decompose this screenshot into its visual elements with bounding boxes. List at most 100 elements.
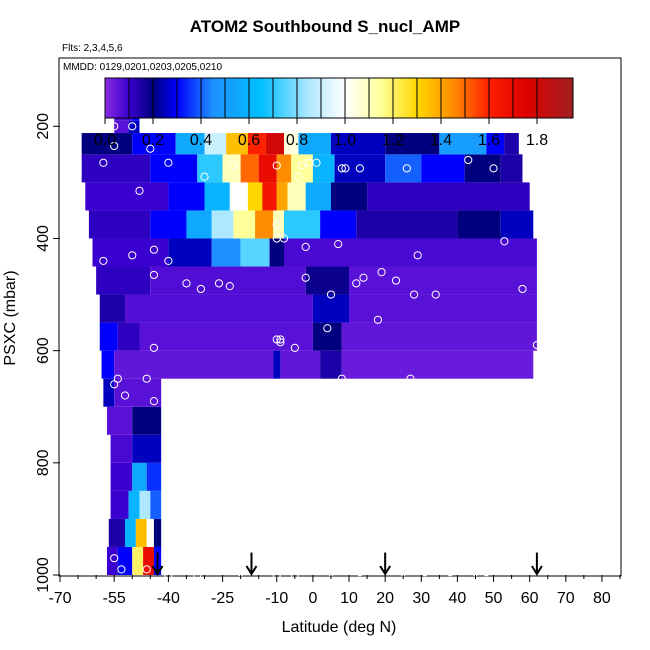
sample-point	[402, 164, 411, 173]
heatmap-cell	[287, 182, 306, 211]
sample-point	[337, 164, 346, 173]
sample-point	[211, 391, 220, 400]
flight-arrow-head	[151, 565, 164, 576]
heatmap-cell	[128, 490, 140, 519]
colorbar-tick-label: 1.6	[478, 132, 500, 149]
sample-point	[196, 284, 206, 294]
heatmap-cell	[99, 322, 118, 351]
heatmap-cell	[265, 133, 284, 155]
sample-point	[229, 161, 238, 170]
sample-point	[399, 568, 408, 577]
flight-arrow-head	[379, 565, 392, 576]
heatmap-cell	[132, 546, 144, 575]
sample-point	[214, 279, 224, 288]
sample-point	[272, 220, 281, 229]
sample-point	[99, 256, 108, 266]
heatmap-cell	[320, 210, 357, 239]
sample-point	[355, 568, 364, 577]
heatmap-cell	[276, 154, 292, 183]
sample-point	[279, 234, 289, 243]
heatmap-cell	[233, 210, 256, 239]
heatmap-cell	[146, 462, 162, 491]
sample-point	[204, 408, 213, 417]
heatmap-cell	[168, 238, 212, 267]
heatmap-cell	[258, 154, 277, 183]
sample-point	[200, 172, 209, 181]
sample-point	[120, 391, 130, 400]
x-tick-label: 70	[557, 590, 575, 607]
sample-point	[193, 570, 202, 580]
sample-point	[146, 144, 155, 153]
sample-point	[391, 276, 401, 285]
y-tick-label: 400	[35, 225, 52, 252]
heatmap-cell	[330, 133, 386, 155]
sample-point	[149, 245, 159, 254]
sample-point	[330, 565, 339, 574]
heatmap-cell	[101, 350, 115, 379]
sample-point	[276, 338, 285, 347]
heatmap-cell	[341, 350, 534, 379]
sample-point	[110, 141, 119, 151]
colorbar-tick-label: 0.6	[238, 132, 260, 149]
colorbar-tick-label: 1.0	[334, 132, 356, 149]
sample-point	[334, 239, 343, 249]
y-axis-label: PSXC (mbar)	[2, 270, 19, 365]
sample-point	[529, 413, 538, 423]
heatmap-cell	[132, 406, 162, 435]
sample-point	[326, 290, 336, 299]
sample-point	[359, 273, 368, 282]
colorbar: 0.0 0.2 0.4 0.6 0.8 1.0 1.2 1.4 1.6 1.8	[94, 77, 574, 149]
colorbar-tick-label: 0.4	[190, 132, 212, 149]
heatmap-cell	[356, 210, 458, 239]
sample-point	[525, 144, 534, 153]
heatmap-cell	[114, 350, 274, 379]
sample-point	[301, 242, 310, 251]
heatmap-cell	[99, 294, 126, 323]
x-tick-label: 80	[593, 590, 611, 607]
heatmap-cell	[486, 133, 505, 155]
heatmap-cell	[273, 210, 284, 239]
heatmap-cell	[349, 294, 537, 323]
sample-point	[128, 251, 137, 260]
sample-point	[225, 282, 234, 291]
colorbar-bar	[104, 77, 574, 119]
heatmap-cell	[96, 266, 151, 295]
sample-point	[355, 164, 364, 173]
sample-point	[547, 405, 556, 414]
x-tick-label: -55	[103, 590, 126, 607]
heatmap-cell	[125, 518, 136, 547]
sample-point	[373, 315, 383, 324]
sample-point	[500, 419, 509, 428]
heatmap-cell	[284, 210, 321, 239]
x-tick-label: 60	[521, 590, 539, 607]
heatmap-cell	[139, 322, 313, 351]
heatmap-cell	[276, 182, 288, 211]
heatmap-cell	[197, 154, 223, 183]
sample-point	[420, 568, 430, 577]
sample-point	[326, 453, 336, 462]
plot-frame	[58, 57, 622, 577]
heatmap-cell	[226, 133, 248, 155]
heatmap-cell	[280, 350, 321, 379]
heatmap-cell	[103, 378, 115, 407]
sample-point	[532, 340, 542, 350]
x-tick-label: -25	[211, 590, 234, 607]
sample-point	[464, 385, 473, 395]
sample-point	[337, 374, 346, 383]
x-tick-label: -70	[48, 590, 71, 607]
sample-point	[308, 565, 318, 574]
x-tick-label: 30	[412, 590, 430, 607]
sample-point	[218, 397, 227, 406]
heatmap-cell	[132, 434, 162, 463]
sample-point	[388, 526, 397, 535]
sample-point	[482, 427, 491, 437]
sample-point	[149, 343, 159, 352]
x-tick-label: 10	[340, 590, 358, 607]
sample-point	[482, 568, 491, 577]
sample-point	[294, 172, 303, 181]
sample-point	[438, 391, 448, 400]
heatmap-cell	[204, 182, 230, 211]
heatmap-cell	[125, 294, 313, 323]
heatmap-cell	[110, 434, 133, 463]
